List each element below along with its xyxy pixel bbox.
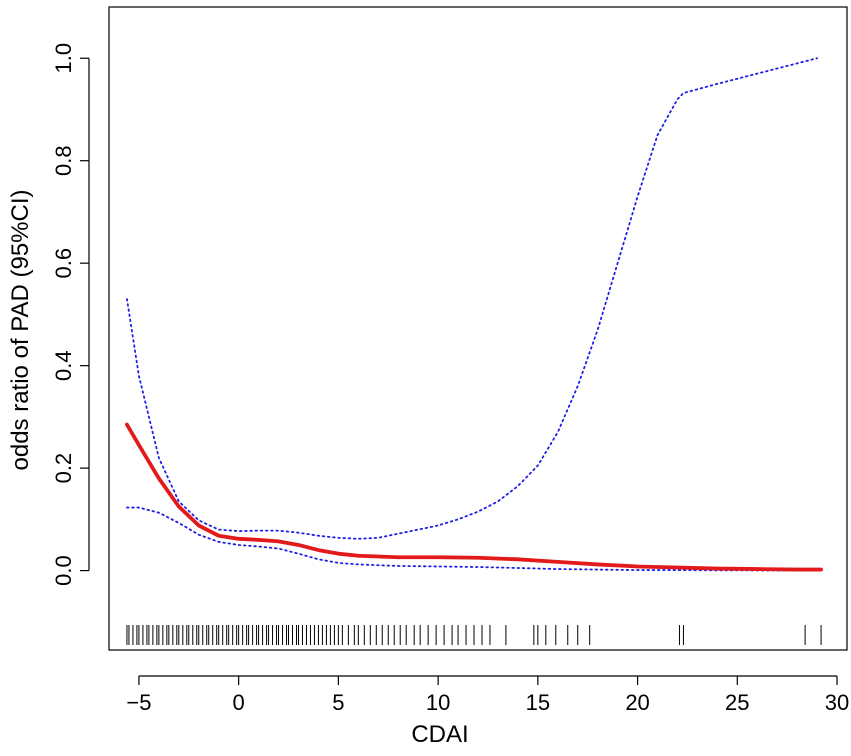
estimate-line bbox=[125, 422, 823, 572]
y-tick-label: 0.4 bbox=[51, 350, 76, 381]
series-layer bbox=[125, 57, 823, 572]
y-axis-label: odds ratio of PAD (95%CI) bbox=[7, 189, 34, 470]
y-tick-label: 0.6 bbox=[51, 248, 76, 279]
y-tick-label: 1.0 bbox=[51, 43, 76, 74]
y-tick-label: 0.8 bbox=[51, 145, 76, 176]
x-axis-label: CDAI bbox=[411, 721, 468, 748]
y-axis: 0.0 0.2 0.4 0.6 0.8 1.0 bbox=[51, 43, 90, 586]
x-tick-label: 10 bbox=[426, 690, 450, 715]
plot-frame bbox=[108, 6, 848, 651]
x-tick-label: 25 bbox=[725, 690, 749, 715]
ci-upper-line bbox=[126, 57, 818, 540]
x-tick-label: 15 bbox=[526, 690, 550, 715]
y-tick-label: 0.0 bbox=[51, 555, 76, 586]
y-tick-label: 0.2 bbox=[51, 453, 76, 484]
x-axis: −5 0 5 10 15 20 25 30 bbox=[126, 675, 849, 715]
x-tick-label: 0 bbox=[233, 690, 245, 715]
x-tick-label: 20 bbox=[625, 690, 649, 715]
x-tick-label: −5 bbox=[126, 690, 151, 715]
x-tick-label: 30 bbox=[825, 690, 849, 715]
ci-lower-line bbox=[126, 506, 818, 572]
x-tick-label: 5 bbox=[332, 690, 344, 715]
rug bbox=[126, 625, 822, 645]
